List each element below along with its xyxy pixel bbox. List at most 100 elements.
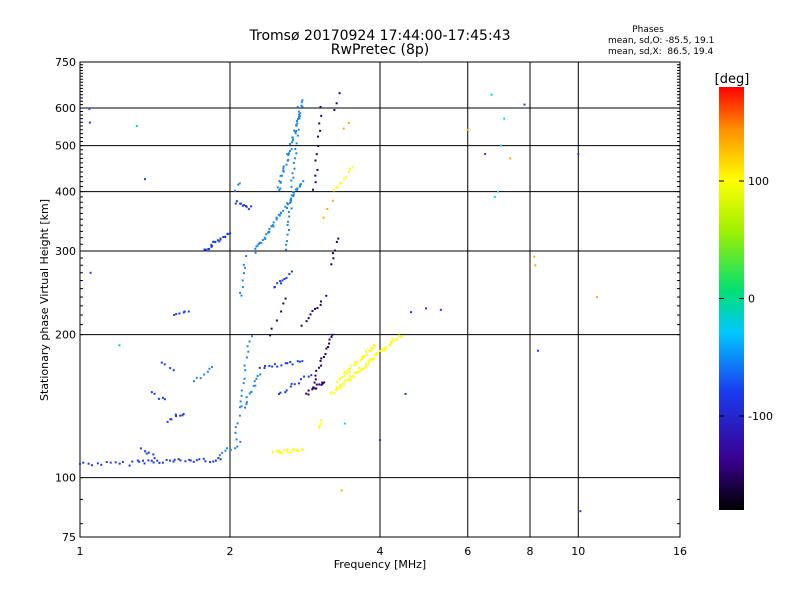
data-point [156,459,159,462]
data-point [238,406,241,409]
data-point [379,439,381,442]
data-point [152,453,155,456]
data-point [289,201,292,204]
data-point [277,213,280,216]
data-point [309,313,312,316]
data-point [534,264,537,267]
data-point [318,383,321,386]
data-point [370,346,373,349]
data-point [278,214,281,217]
data-point [439,308,442,311]
data-point [173,313,176,316]
data-point [161,396,164,399]
data-point [307,317,310,320]
data-point [290,148,293,151]
data-point [297,116,300,119]
data-point [577,153,580,156]
data-point [239,440,242,443]
data-point [290,185,293,188]
data-point [390,341,393,344]
data-point [500,144,503,147]
data-point [153,392,156,395]
data-point [295,120,298,123]
data-point [311,188,314,191]
data-point [251,335,254,338]
data-point [353,364,356,367]
data-point [269,334,272,337]
data-point [234,447,237,450]
data-point [90,464,93,467]
data-point [425,307,428,310]
data-point [187,310,190,313]
data-point [136,459,139,462]
data-point [189,459,192,462]
data-point [245,396,248,399]
data-point [493,195,496,198]
data-point [374,345,377,348]
data-point [293,383,296,386]
data-point [286,224,289,227]
data-point [328,338,331,341]
data-point [579,510,582,513]
data-point [312,386,315,389]
data-point [173,458,176,461]
data-point [273,363,276,366]
data-point [294,132,297,135]
data-point [282,169,285,172]
data-point [283,278,286,281]
data-point [100,463,103,466]
data-point [246,345,249,348]
data-point [346,372,349,375]
data-point [214,241,217,244]
data-point [318,122,321,125]
data-point [214,459,217,462]
data-point [280,174,283,177]
data-point [290,179,293,182]
data-point [169,459,172,462]
data-point [347,170,350,173]
data-point [219,458,222,461]
chart-title: Tromsø 20170924 17:44:00-17:45:43 [249,28,511,44]
data-point [391,337,394,340]
data-point [307,393,310,396]
data-point [245,356,248,359]
data-point [268,230,271,233]
data-point [334,249,337,252]
data-point [325,294,328,297]
data-point [179,414,182,417]
data-point [292,139,295,142]
data-point [208,367,211,370]
data-point [288,150,291,153]
data-point [240,405,243,408]
data-point [384,348,387,351]
data-point [142,459,145,462]
data-point [253,380,256,383]
data-point [295,449,298,452]
data-point [109,461,112,464]
data-point [300,448,303,451]
colorbar-tick-label: 0 [748,293,755,306]
data-point [198,458,201,461]
data-point [290,197,293,200]
data-point [277,392,280,395]
data-point [218,454,221,457]
data-point [362,355,365,358]
data-point [271,365,274,368]
data-point [346,378,349,381]
data-point [484,153,487,156]
data-point [245,401,248,404]
data-point [256,374,259,377]
data-point [264,238,267,241]
data-point [270,225,273,228]
data-point [359,359,362,362]
data-point [287,158,290,161]
data-point [150,391,153,394]
data-point [179,459,182,462]
data-point [182,413,185,416]
data-point [279,174,282,177]
data-point [305,320,308,323]
data-point [297,113,300,116]
data-point [290,451,293,454]
data-point [234,189,237,192]
data-point [256,244,259,247]
